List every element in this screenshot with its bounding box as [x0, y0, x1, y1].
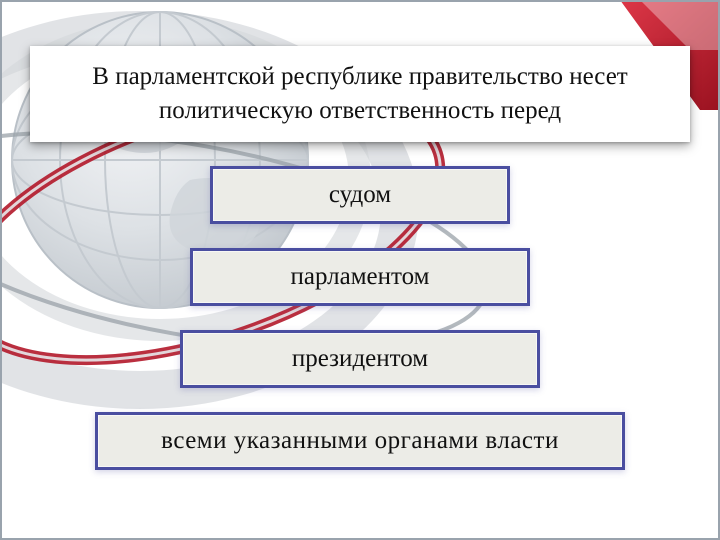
option-1[interactable]: судом: [210, 166, 510, 224]
option-label: парламентом: [291, 263, 430, 290]
option-label: всеми указанными органами власти: [161, 427, 559, 454]
question-card: В парламентской республике правительство…: [30, 46, 690, 142]
option-4[interactable]: всеми указанными органами власти: [95, 412, 625, 470]
option-3[interactable]: президентом: [180, 330, 540, 388]
options-container: судом парламентом президентом всеми указ…: [0, 166, 720, 494]
option-label: судом: [329, 181, 391, 208]
question-text: В парламентской республике правительство…: [54, 60, 666, 128]
option-2[interactable]: парламентом: [190, 248, 530, 306]
option-label: президентом: [292, 345, 428, 372]
